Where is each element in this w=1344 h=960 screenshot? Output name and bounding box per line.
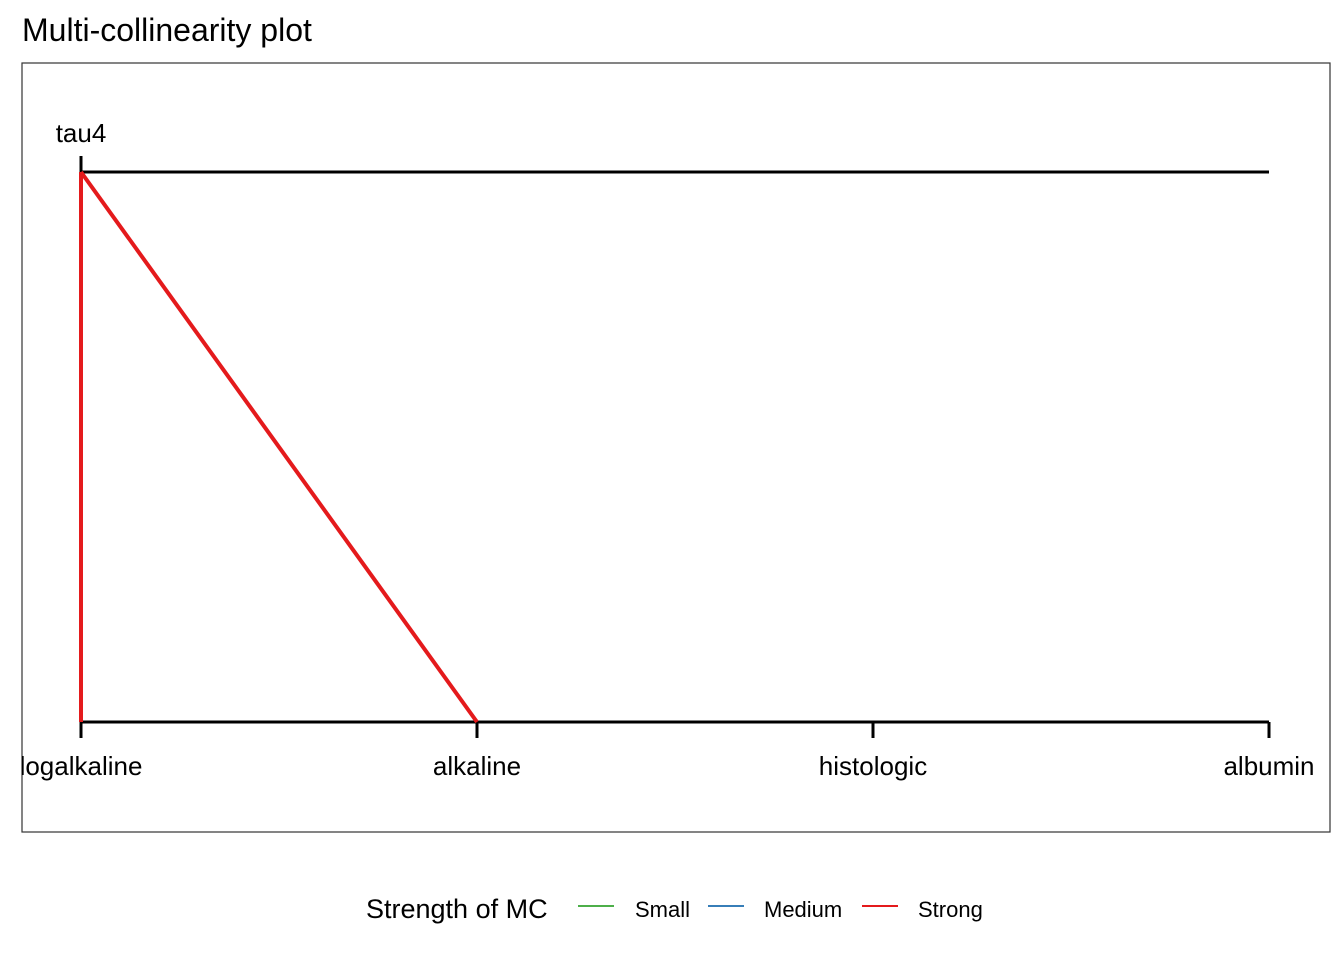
legend-title: Strength of MC (366, 894, 548, 924)
chart-title: Multi-collinearity plot (22, 12, 312, 48)
bottom-label-logalkaline: logalkaline (20, 751, 143, 781)
legend-label-strong: Strong (918, 897, 983, 922)
legend: Strength of MC Small Medium Strong (366, 894, 983, 924)
legend-label-small: Small (635, 897, 690, 922)
link-tau4-alkaline (79, 170, 479, 724)
bottom-label-albumin: albumin (1223, 751, 1314, 781)
bottom-label-alkaline: alkaline (433, 751, 521, 781)
plot-panel-border (21, 62, 1331, 833)
top-label-tau4: tau4 (56, 118, 107, 148)
legend-label-medium: Medium (764, 897, 842, 922)
bottom-label-histologic: histologic (819, 751, 927, 781)
